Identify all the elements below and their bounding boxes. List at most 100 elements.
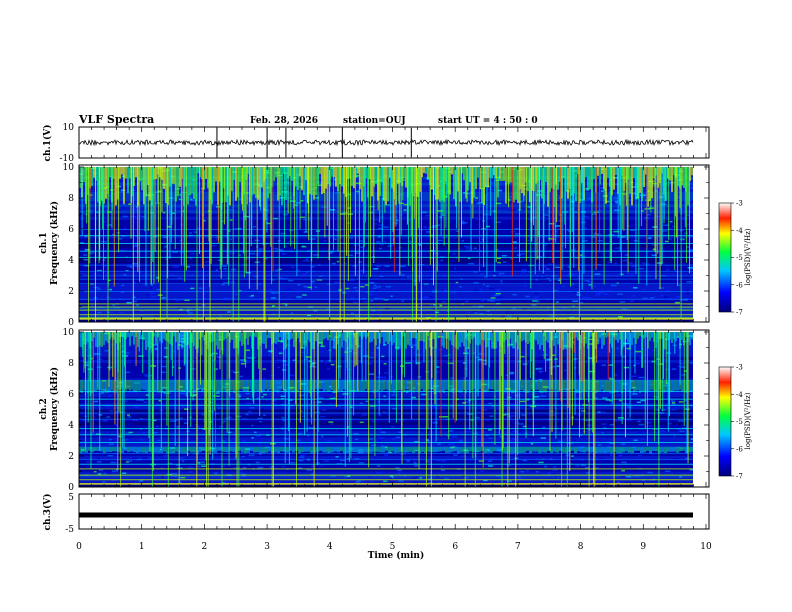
spectrogram-cell [493,332,495,349]
spectrogram-cell [97,167,99,202]
spectrogram-cell [222,302,229,305]
spectrogram-cell [478,288,483,291]
spectrogram-cell [248,454,255,456]
spectrogram-cell [457,167,459,192]
spectrogram-cell [371,167,373,197]
spectrogram-cell [603,332,605,346]
spectrogram-cell [319,380,321,390]
spectrogram-cell [135,304,140,306]
spectrogram-cell [370,282,374,284]
spectrogram-cell [79,404,693,406]
spectrogram-cell [514,457,519,460]
spectrogram-cell [266,222,271,225]
spectrogram-cell [378,227,383,230]
spectrogram-cell [490,297,496,299]
spectrogram-cell [190,252,195,255]
spectrogram-cell [387,332,389,344]
spectrogram-cell [255,380,257,391]
spectrogram-cell [488,465,493,467]
spectrogram-cell [446,310,449,313]
spectrogram-cell [293,380,295,393]
spectrogram-cell [671,368,677,370]
spectrogram-cell [178,481,182,484]
spectrogram-cell [531,216,537,219]
spectrogram-cell [85,364,89,366]
spectrogram-cell [574,446,577,454]
spectrogram-cell [333,238,337,240]
spectrogram-cell [215,380,217,391]
spectrogram-cell [161,387,168,389]
spectrogram-cell [127,380,129,390]
spectrogram-cell [109,365,114,367]
spectrogram-cell [611,332,613,403]
spectrogram-cell [210,332,212,431]
spectrogram-cell [235,167,237,201]
spectrogram-cell [374,223,378,225]
spectrogram-cell [229,167,231,206]
spectrogram-cell [263,414,266,416]
spectrogram-cell [201,413,205,416]
spectrogram-cell [608,377,611,379]
spectrogram-cell [177,380,179,392]
spectrogram-cell [597,240,603,242]
spectrogram-cell [663,393,668,396]
spectrogram-cell [478,460,485,462]
spectrogram-cell [641,438,645,440]
spectrogram-cell [91,446,94,453]
spectrogram-cell [277,167,279,201]
spectrogram-cell [163,380,165,390]
spectrogram-cell [229,375,233,378]
spectrogram-cell [501,316,506,318]
spectrogram-cell [665,226,670,228]
spectrogram-cell [674,301,680,304]
spectrogram-cell [265,167,267,221]
spectrogram-cell [212,332,214,460]
spectrogram-cell [403,446,406,453]
spectrogram-cell [518,478,523,480]
spectrogram-cell [310,167,312,291]
spectrogram-cell [118,238,123,240]
spectrogram-cell [103,380,105,392]
spectrogram-cell [652,428,659,431]
spectrogram-cell [245,413,249,416]
spectrogram-cell [321,167,323,195]
spectrogram-cell [262,167,264,246]
spectrogram-cell [200,387,205,390]
spectrogram-cell [379,167,381,223]
spectrogram-cell [417,443,420,446]
spectrogram-cell [119,332,121,343]
spectrogram-cell [245,380,247,392]
spectrogram-cell [629,167,631,194]
spectrogram-cell [170,475,177,478]
spectrogram-cell [479,167,481,189]
spectrogram-cell [91,380,93,394]
spectrogram-cell [525,295,530,298]
spectrogram-cell [575,465,580,467]
spectrogram-cell [242,439,246,442]
spectrogram-cell [239,375,244,378]
spectrogram-cell [269,432,273,434]
spectrogram-cell [537,380,539,390]
spectrogram-cell [79,270,693,272]
spectrogram-cell [663,234,667,236]
spectrogram-cell [261,424,265,426]
spectrogram-cell [275,248,278,250]
spectrogram-cell [377,428,382,431]
spectrogram-cell [129,376,133,379]
spectrogram-cell [344,262,347,265]
spectrogram-cell [473,332,475,339]
spectrogram-cell [529,332,531,379]
spectrogram-cell [193,357,197,359]
spectrogram-cell [118,311,125,314]
spectrogram-cell [94,167,96,322]
spectrogram-cell [480,300,485,302]
spectrogram-cell [79,442,693,444]
spectrogram-cell [476,202,480,205]
spectrogram-cell [564,167,566,225]
spectrogram-cell [310,332,312,418]
spectrogram-cell [616,403,621,405]
spectrogram-cell [512,293,517,296]
spectrogram-cell [339,459,346,462]
spectrogram-cell [134,310,140,312]
spectrogram-cell [619,399,622,402]
